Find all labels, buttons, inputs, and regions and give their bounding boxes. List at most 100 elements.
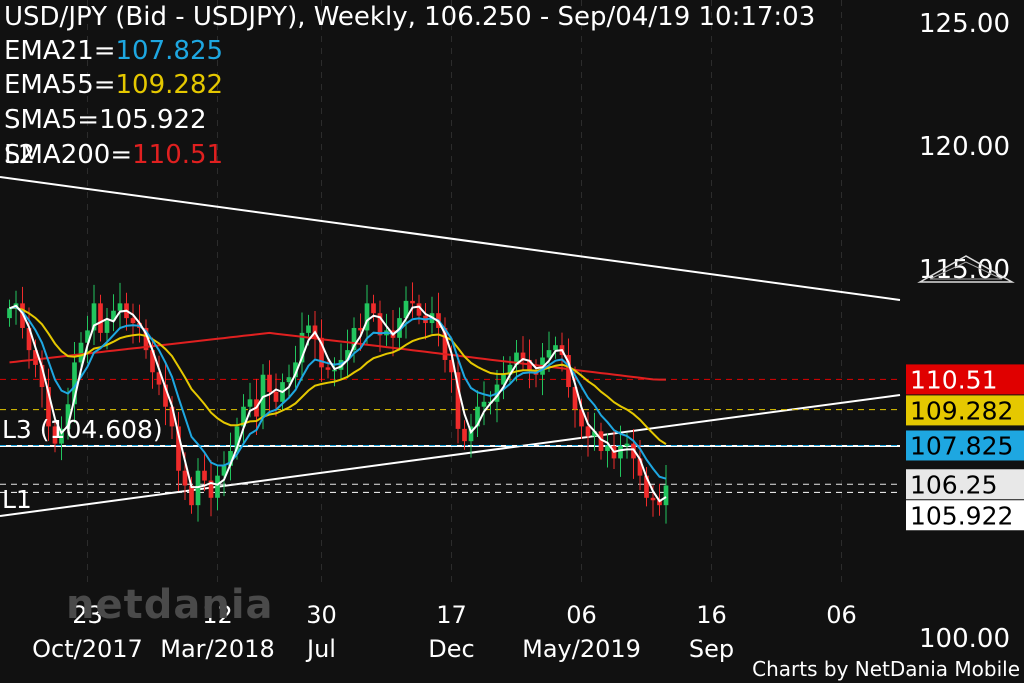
candle-29	[195, 458, 201, 522]
candle-24	[163, 364, 168, 426]
x-tick-day-2: 30	[306, 601, 337, 629]
candle-92	[605, 433, 610, 468]
x-tick-month-1: Mar/2018	[160, 635, 274, 663]
candle-44	[293, 345, 298, 388]
sma200-readout: SMA200=110.51	[4, 140, 223, 170]
candle-13	[91, 284, 97, 345]
candle-31	[208, 460, 214, 517]
price-tag-2: 107.825	[906, 430, 1024, 461]
candle-48	[319, 319, 324, 382]
candle-69	[455, 353, 461, 444]
candle-73	[481, 381, 487, 426]
price-tag-3: 106.25	[906, 469, 1024, 500]
candle-6	[46, 368, 51, 441]
x-tick-day-1: 12	[202, 601, 233, 629]
sma5-value: 105.922	[99, 105, 207, 135]
candle-72	[475, 390, 480, 437]
price-tag-text-0: 110.51	[910, 365, 997, 394]
price-tag-1: 109.282	[906, 395, 1024, 426]
candle-36	[241, 394, 246, 443]
candle-21	[143, 319, 149, 359]
candle-70	[462, 420, 467, 450]
candle-77	[507, 356, 513, 384]
ema21-label: EMA21=	[4, 36, 116, 66]
netdania-watermark: netdania	[66, 582, 274, 628]
x-tick-month-4: May/2019	[522, 635, 641, 663]
candle-3	[26, 307, 32, 369]
ema55-line	[9, 306, 667, 445]
x-tick-month-0: Oct/2017	[32, 635, 143, 663]
trend-line-l1	[0, 394, 901, 517]
sma200-value: 110.51	[132, 140, 224, 170]
candle-91	[598, 422, 604, 460]
sma200-line	[9, 331, 666, 381]
candle-43	[286, 364, 292, 399]
candle-0	[7, 299, 12, 327]
ema55-readout: EMA55=109.282	[4, 70, 223, 100]
sma5-readout: SMA5=105.922	[4, 105, 207, 135]
candle-51	[338, 343, 344, 381]
candle-40	[267, 360, 272, 413]
candle-53	[351, 317, 357, 363]
ema55-label: EMA55=	[4, 70, 116, 100]
candle-64	[423, 303, 428, 340]
x-tick-day-4: 06	[566, 601, 597, 629]
x-tick-month-3: Dec	[428, 635, 474, 663]
candle-14	[98, 294, 103, 342]
candle-12	[85, 315, 90, 364]
ema21-line	[9, 306, 667, 480]
l1-label: L1	[2, 485, 32, 514]
candle-62	[410, 282, 415, 318]
candle-9	[65, 387, 71, 440]
y-tick-label-3: 125.00	[919, 9, 1010, 39]
price-level-lines	[0, 378, 900, 493]
candle-86	[566, 338, 571, 398]
candle-45	[299, 312, 305, 381]
candle-32	[215, 465, 220, 511]
sma5-label: SMA5=	[4, 105, 100, 135]
y-tick-label-0: 100.00	[919, 624, 1010, 654]
candle-57	[377, 300, 383, 352]
candle-96	[631, 429, 636, 479]
x-tick-day-0: 23	[72, 601, 103, 629]
candle-33	[221, 451, 227, 497]
price-tag-text-3: 106.25	[910, 470, 997, 499]
candle-67	[442, 317, 448, 373]
candle-84	[553, 336, 558, 359]
tool-triangle-inner	[929, 261, 1003, 280]
candle-95	[624, 433, 630, 459]
trend-lines	[0, 176, 901, 517]
x-tick-month-5: Sep	[689, 635, 734, 663]
candle-7	[52, 417, 58, 453]
price-tag-0: 110.51	[906, 364, 1024, 395]
ema21-readout: EMA21=107.825	[4, 36, 223, 66]
candle-17	[117, 282, 123, 330]
sma5-line	[9, 304, 667, 503]
candle-16	[111, 294, 116, 332]
candle-19	[130, 303, 136, 344]
candle-8	[59, 416, 64, 461]
candle-23	[156, 355, 162, 396]
price-tag-text-1: 109.282	[910, 396, 1013, 425]
candle-34	[228, 432, 233, 481]
candle-5	[39, 350, 45, 408]
x-axis: 23 Oct/2017 12 Mar/2018 30 Jul 17 Dec 06 May/2019…	[32, 601, 857, 663]
l3-label: L3 (104.608)	[2, 415, 163, 444]
candle-61	[403, 286, 409, 339]
x-tick-month-2: Jul	[305, 635, 336, 663]
candle-101	[663, 465, 669, 524]
candle-76	[501, 356, 506, 400]
candle-65	[429, 296, 435, 334]
candle-52	[345, 329, 350, 379]
candle-98	[644, 467, 649, 507]
ema21-value: 107.825	[115, 36, 224, 66]
credit-text: Charts by NetDania Mobile	[752, 657, 1020, 681]
candle-49	[325, 358, 331, 379]
price-tag-4: 105.922	[906, 500, 1024, 531]
candle-89	[585, 411, 591, 457]
trend-line-labels: L3 (104.608) L1	[2, 415, 163, 514]
x-tick-day-3: 17	[436, 601, 467, 629]
candle-79	[520, 336, 526, 371]
